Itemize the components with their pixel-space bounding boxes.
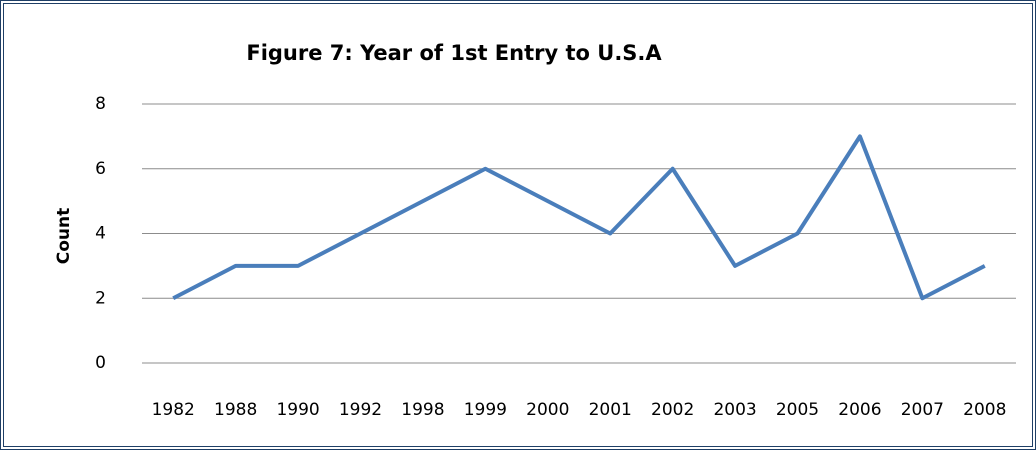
x-tick-label: 2007 (901, 400, 944, 420)
x-tick-label: 1999 (464, 400, 507, 420)
y-tick-label: 4 (95, 224, 106, 244)
line-series (172, 134, 986, 301)
y-tick-label: 6 (95, 159, 106, 179)
chart: Figure 7: Year of 1st Entry to U.S.A Cou… (54, 41, 1016, 420)
x-tick-label: 1992 (339, 400, 382, 420)
x-tick-label: 1990 (276, 400, 319, 420)
x-tick-label: 2001 (589, 400, 632, 420)
y-tick-label: 2 (95, 288, 106, 308)
x-tick-label: 1998 (401, 400, 444, 420)
x-tick-label: 2002 (651, 400, 694, 420)
x-tick-label: 2008 (963, 400, 1006, 420)
x-tick-label: 2005 (776, 400, 819, 420)
y-tick-label: 0 (95, 353, 106, 373)
x-tick-label: 1982 (152, 400, 195, 420)
y-axis-label: Count (54, 208, 74, 265)
x-tick-label: 2006 (838, 400, 881, 420)
chart-title: Figure 7: Year of 1st Entry to U.S.A (246, 41, 662, 65)
x-tick-label: 2003 (713, 400, 756, 420)
y-tick-label: 8 (95, 94, 106, 114)
x-tick-label: 2000 (526, 400, 569, 420)
x-tick-label: 1988 (214, 400, 257, 420)
